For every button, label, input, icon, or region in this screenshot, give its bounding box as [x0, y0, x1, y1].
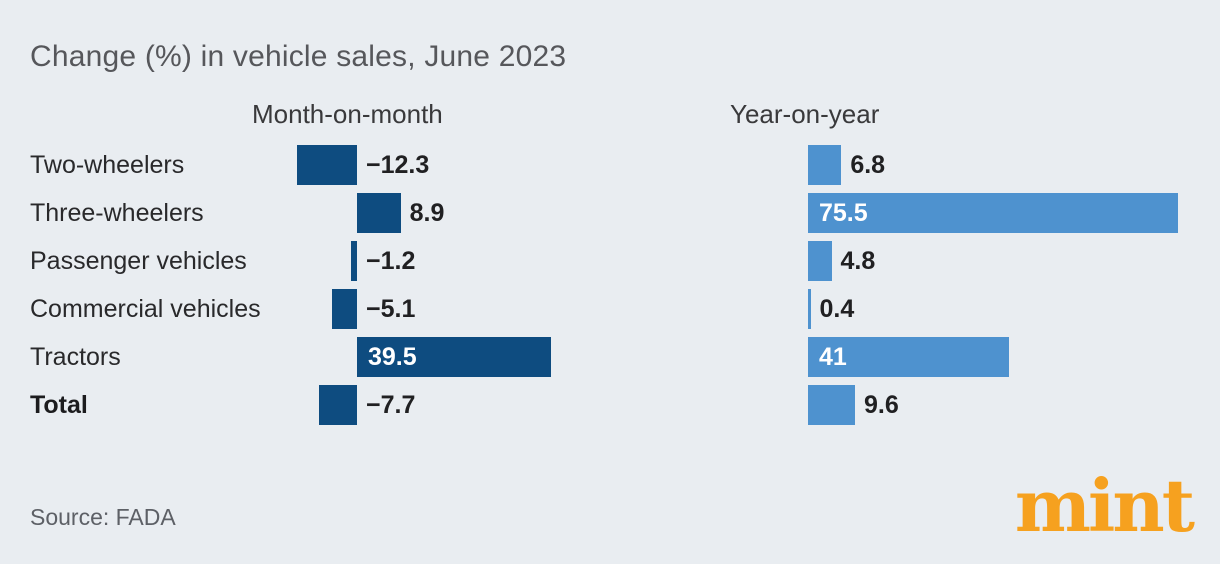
bar-month-on-month-three-wheelers [357, 193, 401, 233]
value-label-year-on-year-commercial-vehicles: 0.4 [819, 295, 855, 323]
category-label-commercial-vehicles: Commercial vehicles [30, 295, 261, 323]
value-label-month-on-month-tractors: 39.5 [368, 343, 417, 371]
bar-year-on-year-commercial-vehicles [808, 289, 811, 329]
category-label-two-wheelers: Two-wheelers [30, 151, 185, 179]
value-label-month-on-month-two-wheelers: −12.3 [366, 151, 430, 179]
value-label-month-on-month-passenger-vehicles: −1.2 [366, 247, 416, 275]
source-note: Source: FADA [30, 504, 176, 530]
value-label-month-on-month-commercial-vehicles: −5.1 [366, 295, 416, 323]
column-header-year-on-year: Year-on-year [730, 99, 880, 129]
value-label-year-on-year-passenger-vehicles: 4.8 [840, 247, 876, 275]
column-header-month-on-month: Month-on-month [252, 99, 443, 129]
bar-year-on-year-two-wheelers [808, 145, 842, 185]
mint-logo: mint [1014, 463, 1195, 548]
bar-month-on-month-total [319, 385, 357, 425]
value-label-year-on-year-two-wheelers: 6.8 [850, 151, 886, 179]
bar-month-on-month-tractors [357, 337, 551, 377]
bar-month-on-month-commercial-vehicles [332, 289, 357, 329]
bar-year-on-year-total [808, 385, 856, 425]
value-label-year-on-year-three-wheelers: 75.5 [819, 199, 868, 227]
bar-year-on-year-three-wheelers [808, 193, 1178, 233]
category-label-total: Total [30, 391, 88, 419]
bar-month-on-month-passenger-vehicles [351, 241, 357, 281]
chart-title: Change (%) in vehicle sales, June 2023 [30, 40, 567, 73]
value-label-month-on-month-total: −7.7 [366, 391, 416, 419]
category-label-three-wheelers: Three-wheelers [30, 199, 204, 227]
category-label-passenger-vehicles: Passenger vehicles [30, 247, 247, 275]
value-label-year-on-year-total: 9.6 [864, 391, 899, 419]
bar-year-on-year-tractors [808, 337, 1009, 377]
bar-year-on-year-passenger-vehicles [808, 241, 832, 281]
value-label-month-on-month-three-wheelers: 8.9 [409, 199, 445, 227]
bar-month-on-month-two-wheelers [296, 145, 357, 185]
category-label-tractors: Tractors [30, 343, 121, 371]
value-label-year-on-year-tractors: 41 [819, 343, 847, 371]
